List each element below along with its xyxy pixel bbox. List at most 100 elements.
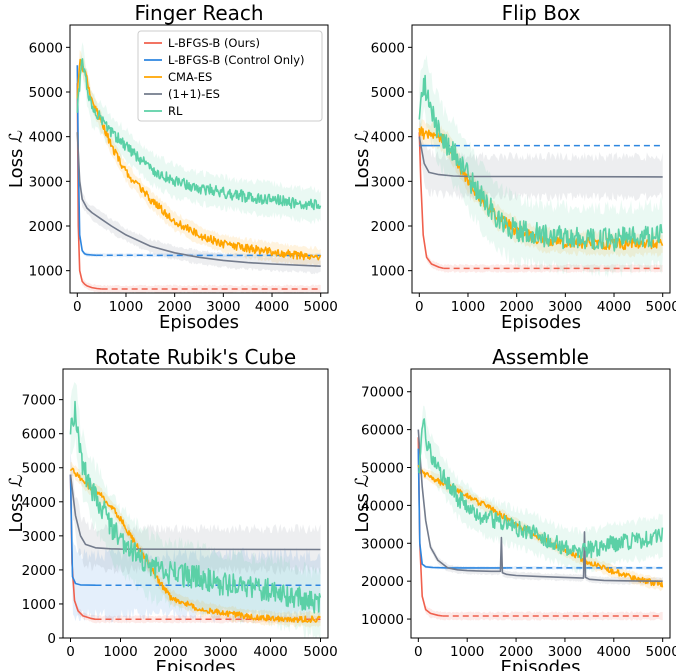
y-tick-label: 2000 (22, 563, 56, 579)
axes-frame (410, 368, 671, 639)
y-tick-label: 2000 (29, 219, 63, 235)
series-line-5 (76, 58, 322, 211)
plot-area (76, 42, 322, 293)
chart-panel-3: 0 1000 2000 3000 4000 5000 0 1000 2000 3000 4000 50… (6, 345, 338, 671)
y-tick-label: 30000 (361, 536, 404, 552)
series-line-2 (417, 448, 507, 569)
series-band-4 (70, 452, 321, 575)
series-band-4 (419, 119, 663, 202)
plot-area (69, 382, 322, 638)
x-tick-label: 2000 (153, 644, 187, 660)
y-tick-label: 7000 (22, 393, 56, 409)
chart-panel-2: 0 1000 2000 3000 4000 5000 1000 2000 3000 4000 500… (352, 1, 676, 333)
y-tick-label: 3000 (22, 529, 56, 545)
y-tick-label: 5000 (22, 461, 56, 477)
legend-entry: RL (168, 104, 183, 118)
series-band-5 (70, 382, 321, 638)
y-tick-label: 1000 (371, 264, 405, 280)
y-tick-label: 40000 (361, 498, 404, 514)
x-tick-label: 1000 (450, 644, 484, 660)
series-band-3 (77, 49, 321, 268)
x-tick-label: 0 (415, 299, 424, 315)
x-tick-label: 3000 (206, 299, 240, 315)
series-band-4 (77, 124, 321, 275)
y-tick-label: 6000 (29, 40, 63, 56)
y-tick-label: 5000 (371, 85, 405, 101)
y-tick-label: 1000 (29, 264, 63, 280)
series-band-5 (418, 405, 663, 574)
axes-frame (411, 24, 671, 294)
axes-frame (62, 368, 329, 639)
chart-panel-4: 0 1000 2000 3000 4000 5000 10000 20000 30000 4000… (352, 345, 676, 671)
x-tick-label: 2000 (499, 299, 533, 315)
x-tick-label: 5000 (645, 644, 676, 660)
chart-title: Assemble (492, 345, 589, 369)
series-line-3 (69, 467, 321, 624)
x-axis-label: Episodes (155, 657, 235, 671)
y-tick-label: 4000 (371, 130, 405, 146)
chart-panel-1: 0 1000 2000 3000 4000 5000 1000 2000 3000 4000 500… (6, 1, 338, 333)
y-tick-label: 0 (47, 631, 56, 647)
y-tick-label: 1000 (22, 597, 56, 613)
y-tick-label: 10000 (361, 612, 404, 628)
series-line-5 (69, 400, 322, 614)
y-axis-label: Loss ℒ (352, 130, 373, 188)
chart-title: Finger Reach (134, 1, 263, 25)
y-tick-label: 5000 (29, 85, 63, 101)
x-tick-label: 1000 (103, 644, 137, 660)
y-tick-label: 3000 (371, 174, 405, 190)
plot-area (417, 405, 664, 621)
x-tick-label: 2000 (499, 644, 533, 660)
y-tick-label: 3000 (29, 174, 63, 190)
series-band-5 (419, 54, 663, 278)
x-axis-label: Episodes (501, 312, 581, 333)
y-tick-label: 60000 (361, 423, 404, 439)
y-tick-label: 2000 (371, 219, 405, 235)
series-line-3 (76, 58, 322, 261)
chart-title: Flip Box (502, 1, 581, 25)
x-tick-label: 0 (73, 299, 82, 315)
y-tick-label: 4000 (22, 495, 56, 511)
legend-entry: L-BFGS-B (Control Only) (168, 53, 304, 67)
legend-entry: L-BFGS-B (Ours) (168, 36, 260, 50)
series-line-5 (418, 418, 664, 560)
plot-area (418, 54, 664, 278)
y-axis-label: Loss ℒ (352, 474, 373, 532)
x-axis-label: Episodes (500, 657, 580, 671)
y-tick-label: 20000 (361, 574, 404, 590)
x-tick-label: 4000 (255, 299, 289, 315)
y-tick-label: 6000 (371, 40, 405, 56)
series-line-4 (417, 429, 663, 582)
legend-entry: (1+1)-ES (168, 87, 220, 101)
series-line-5 (418, 74, 663, 252)
y-axis-label: Loss ℒ (6, 130, 27, 188)
x-tick-label: 5000 (304, 299, 338, 315)
x-tick-label: 3000 (203, 644, 237, 660)
y-tick-label: 4000 (29, 130, 63, 146)
y-tick-label: 50000 (361, 461, 404, 477)
x-tick-label: 3000 (548, 644, 582, 660)
x-tick-label: 0 (414, 644, 423, 660)
x-tick-label: 2000 (157, 299, 191, 315)
series-line-2 (69, 474, 96, 586)
series-line-4 (76, 132, 321, 267)
y-tick-label: 70000 (361, 385, 404, 401)
y-tick-label: 6000 (22, 427, 56, 443)
series-band-2 (70, 439, 321, 624)
legend-entry: CMA-ES (168, 70, 212, 84)
series-line-1 (76, 83, 102, 290)
x-tick-label: 5000 (303, 644, 337, 660)
chart-title: Rotate Rubik's Cube (95, 345, 296, 369)
x-tick-label: 4000 (597, 644, 631, 660)
series-line-4 (69, 474, 321, 551)
x-tick-label: 0 (66, 644, 75, 660)
x-axis-label: Episodes (159, 312, 239, 333)
x-tick-label: 4000 (253, 644, 287, 660)
axes-frame (69, 24, 329, 294)
x-tick-label: 1000 (109, 299, 143, 315)
legend-box (137, 30, 323, 122)
x-tick-label: 1000 (451, 299, 485, 315)
x-tick-label: 5000 (646, 299, 676, 315)
y-axis-label: Loss ℒ (6, 474, 27, 532)
x-tick-label: 4000 (597, 299, 631, 315)
